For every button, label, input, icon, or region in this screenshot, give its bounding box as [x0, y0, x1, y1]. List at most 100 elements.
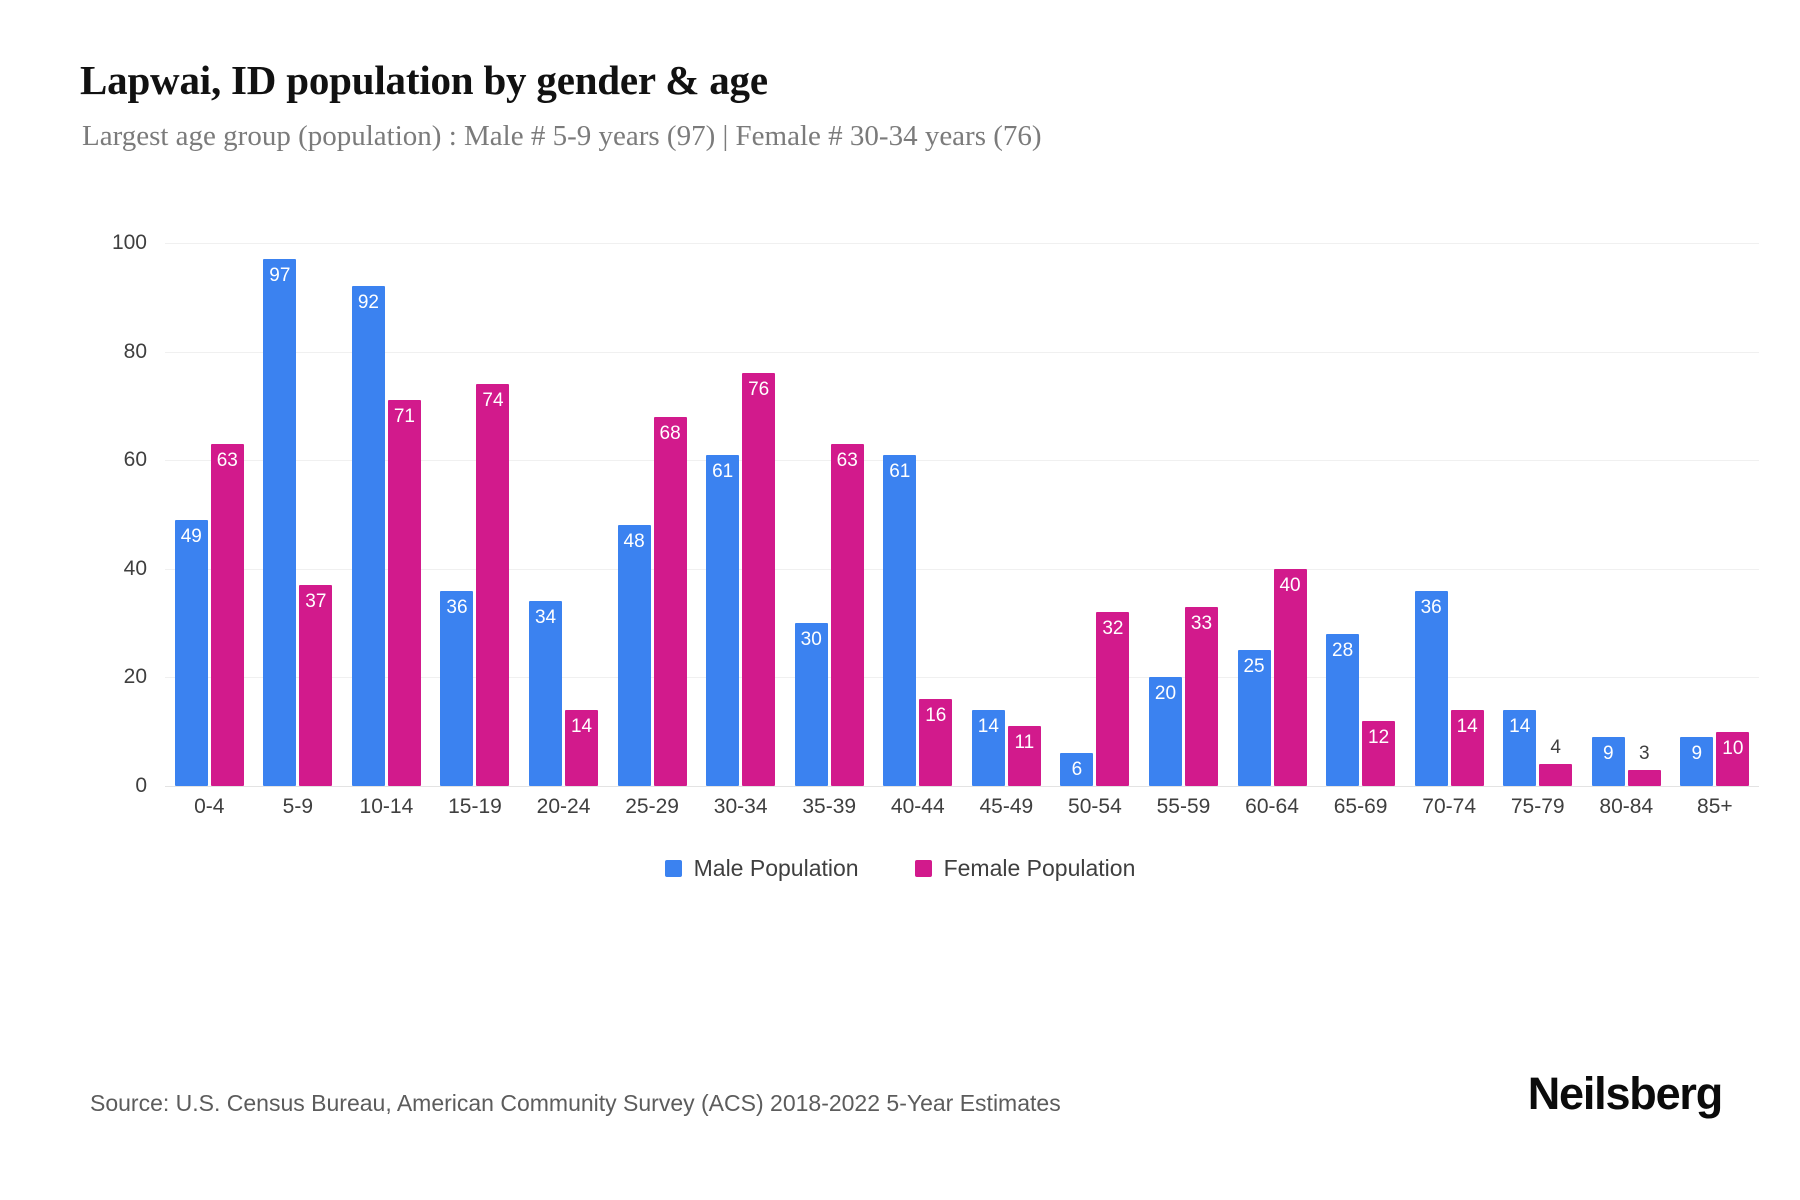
bar-female[interactable]: 37 [299, 585, 333, 786]
bar-male[interactable]: 61 [706, 454, 740, 786]
bar-value-label: 68 [659, 422, 681, 444]
bar-value-label: 6 [1071, 759, 1083, 781]
x-axis-tick-label: 20-24 [536, 795, 591, 818]
bar-male[interactable]: 30 [794, 623, 828, 786]
chart-legend: Male Population Female Population [0, 855, 1800, 882]
bar-value-label: 63 [216, 449, 238, 471]
x-axis-tick-label: 50-54 [1068, 795, 1122, 818]
bar-value-label: 34 [534, 607, 557, 629]
y-axis-tick-label: 80 [123, 339, 147, 363]
bar-value-label: 30 [800, 629, 822, 651]
x-axis-labels: 0-4 5-9 10-14 15-19 20-24 25-29 30-34 35-39 40-4… [165, 795, 1759, 819]
bar-value-label: 40 [1279, 574, 1301, 596]
bar-male[interactable]: 20 [1148, 677, 1182, 786]
bar-value-label: 9 [1602, 743, 1614, 765]
bar-male[interactable]: 25 [1237, 650, 1271, 786]
bar-male[interactable]: 49 [174, 519, 208, 786]
bar-female[interactable]: 63 [830, 443, 864, 786]
bar-group: 30 63 [785, 243, 874, 786]
x-axis-tick-label: 85+ [1697, 795, 1733, 818]
legend-swatch-female-icon [914, 860, 932, 877]
bar-value-label: 4 [1550, 737, 1561, 759]
bar-male[interactable]: 61 [883, 454, 917, 786]
bar-female[interactable]: 74 [476, 384, 510, 786]
bar-group: 9 10 [1671, 243, 1760, 786]
bar-male[interactable]: 9 [1680, 737, 1714, 786]
bar-female[interactable]: 16 [919, 699, 953, 786]
x-axis-tick-label: 0-4 [194, 795, 225, 818]
bar-group: 6 32 [1051, 243, 1140, 786]
y-axis-tick-label: 40 [123, 556, 147, 580]
bar-value-label: 74 [482, 390, 504, 412]
plot-gridlines [165, 243, 1759, 786]
bar-female[interactable]: 11 [1007, 726, 1041, 786]
x-axis-tick-label: 25-29 [625, 795, 679, 818]
bar-value-label: 14 [977, 715, 999, 737]
bar-value-label: 33 [1190, 612, 1213, 634]
bar-female[interactable]: 4 [1539, 738, 1573, 786]
bar-group: 61 76 [696, 243, 785, 786]
bar-value-label: 71 [393, 406, 415, 428]
y-axis-tick-label: 60 [123, 448, 147, 472]
x-axis-baseline [165, 786, 1759, 787]
bar-value-label: 12 [1368, 726, 1390, 748]
y-axis-tick-label: 20 [123, 665, 147, 689]
bar-male[interactable]: 34 [529, 601, 563, 786]
bar-female[interactable]: 71 [387, 400, 421, 786]
bar-value-label: 11 [1014, 732, 1035, 754]
gridline [165, 568, 1759, 570]
bar-female[interactable]: 33 [1184, 606, 1218, 786]
brand-logo: Neilsberg [1527, 1068, 1723, 1119]
bar-value-label: 63 [836, 449, 858, 471]
bar-female[interactable]: 68 [653, 416, 687, 786]
bar-value-label: 10 [1722, 737, 1744, 759]
bar-group: 14 11 [962, 243, 1051, 786]
x-axis-tick-label: 15-19 [448, 795, 502, 818]
bar-male[interactable]: 9 [1591, 737, 1625, 786]
bar-value-label: 61 [712, 460, 734, 482]
bar-value-label: 37 [305, 591, 327, 613]
bar-value-label: 25 [1243, 656, 1265, 678]
legend-item-female[interactable]: Female Population [914, 855, 1135, 882]
gridline [165, 677, 1759, 679]
x-axis-tick-label: 10-14 [359, 795, 414, 818]
bar-male[interactable]: 6 [1060, 753, 1094, 786]
bar-female[interactable]: 40 [1273, 568, 1307, 786]
bar-male[interactable]: 28 [1326, 633, 1360, 786]
bar-female[interactable]: 14 [565, 709, 599, 786]
bar-male[interactable]: 97 [263, 259, 297, 786]
bar-female[interactable]: 63 [210, 443, 244, 786]
bar-female[interactable]: 10 [1716, 731, 1750, 786]
gridline [165, 351, 1759, 353]
bar-group: 14 4 [1493, 243, 1582, 786]
bar-female[interactable]: 3 [1627, 744, 1661, 786]
legend-item-male[interactable]: Male Population [664, 855, 859, 882]
bar-female[interactable]: 12 [1362, 720, 1396, 786]
bar-male[interactable]: 48 [617, 525, 651, 786]
bar-female[interactable]: 76 [742, 373, 776, 786]
x-axis-tick-label: 65-69 [1333, 795, 1388, 818]
bar-male[interactable]: 36 [1414, 590, 1448, 786]
bar-male[interactable]: 14 [1503, 709, 1537, 786]
y-axis-tick-label: 100 [111, 231, 147, 254]
bar-male[interactable]: 92 [351, 286, 385, 786]
legend-label-male: Male Population [693, 855, 859, 881]
bar-female[interactable]: 14 [1450, 709, 1484, 786]
bar-female[interactable]: 32 [1096, 612, 1130, 786]
x-axis-tick-label: 45-49 [979, 795, 1034, 818]
bar-value-label: 36 [1420, 596, 1442, 618]
bar-group: 92 71 [342, 243, 431, 786]
bar-group: 28 12 [1316, 243, 1405, 786]
bar-value-label: 14 [1456, 715, 1478, 737]
bar-male[interactable]: 36 [440, 590, 474, 786]
bar-value-label: 20 [1154, 683, 1177, 705]
bar-groups: 49 63 97 37 92 71 36 74 34 14 48 68 61 76 30 63 61 16 14 11… [165, 243, 1759, 786]
y-axis-tick-label: 0 [135, 774, 147, 797]
bar-group: 25 40 [1228, 243, 1317, 786]
bar-group: 61 16 [874, 243, 963, 786]
bar-male[interactable]: 14 [971, 709, 1005, 786]
bar-value-label: 9 [1691, 743, 1703, 765]
bar-group: 36 14 [1405, 243, 1494, 786]
legend-swatch-male-icon [664, 860, 682, 877]
